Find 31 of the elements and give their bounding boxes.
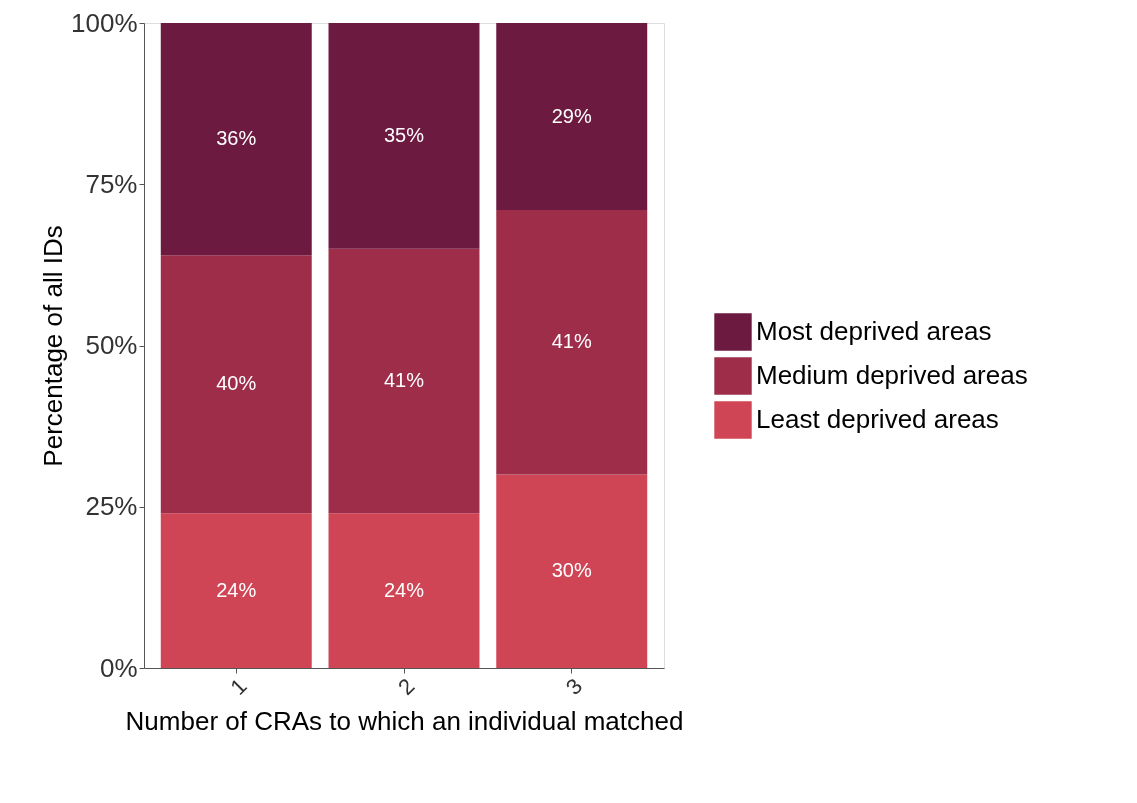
bar [328, 23, 480, 249]
bar [328, 248, 480, 514]
bar [496, 474, 648, 668]
legend-label: Medium deprived areas [756, 360, 1028, 390]
data-label: 36% [216, 127, 257, 150]
y-tick-label: 0% [99, 652, 138, 683]
data-label: 30% [551, 559, 592, 582]
data-label: 24% [216, 578, 257, 601]
bar [160, 255, 312, 514]
data-label: 41% [383, 368, 425, 391]
y-tick-label: 25% [85, 491, 138, 522]
legend-label: Least deprived areas [756, 404, 999, 434]
bar [496, 210, 648, 475]
data-label: 40% [216, 372, 257, 395]
x-tick-label: 1 [225, 673, 252, 700]
bar [328, 513, 480, 668]
y-tick-label: 50% [85, 330, 138, 360]
data-label: 29% [551, 104, 592, 127]
bar [496, 23, 648, 211]
bar [160, 513, 312, 668]
data-label: 35% [383, 123, 425, 146]
bar [160, 23, 312, 256]
x-tick-label: 3 [560, 673, 588, 700]
y-tick-label: 100% [71, 7, 138, 38]
data-label: 41% [551, 330, 592, 353]
legend-label: Most deprived areas [756, 316, 992, 346]
y-axis-title: Percentage of all IDs [38, 225, 68, 467]
data-label: 24% [383, 578, 425, 601]
y-tick-label: 75% [85, 168, 138, 199]
x-tick-label: 2 [393, 673, 420, 700]
x-axis-title: Number of CRAs to which an individual matched [125, 706, 684, 736]
